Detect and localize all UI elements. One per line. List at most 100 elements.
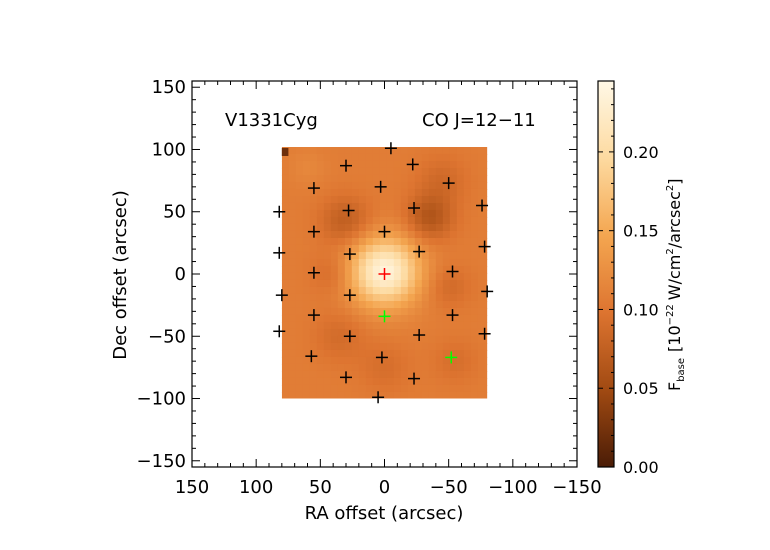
- heatmap-pixel: [414, 356, 423, 365]
- heatmap-pixel: [309, 202, 318, 211]
- heatmap-pixel: [414, 153, 423, 162]
- heatmap-pixel: [365, 384, 374, 393]
- heatmap-pixel: [477, 244, 486, 253]
- heatmap-pixel: [344, 244, 353, 253]
- heatmap-pixel: [463, 300, 472, 309]
- heatmap-pixel: [281, 321, 290, 330]
- heatmap-pixel: [379, 328, 388, 337]
- heatmap-pixel: [386, 300, 395, 309]
- heatmap-pixel: [421, 377, 430, 386]
- heatmap-pixel: [351, 188, 360, 197]
- heatmap-pixel: [449, 230, 458, 239]
- heatmap-pixel: [428, 160, 437, 169]
- heatmap-pixel: [470, 279, 479, 288]
- heatmap-pixel: [400, 223, 409, 232]
- pointing-marker: [342, 204, 355, 217]
- heatmap-pixel: [365, 174, 374, 183]
- heatmap-pixel: [316, 307, 325, 316]
- heatmap-pixel: [393, 251, 402, 260]
- heatmap-pixel: [421, 258, 430, 267]
- heatmap-pixel: [330, 314, 339, 323]
- heatmap-pixel: [358, 384, 367, 393]
- heatmap-pixel: [449, 237, 458, 246]
- heatmap-pixel: [295, 314, 304, 323]
- heatmap-pixel: [421, 286, 430, 295]
- heatmap-pixel: [456, 244, 465, 253]
- heatmap-pixel: [477, 181, 486, 190]
- heatmap-pixel: [351, 251, 360, 260]
- heatmap-pixel: [358, 307, 367, 316]
- heatmap-pixel: [337, 321, 346, 330]
- heatmap-pixel: [372, 251, 381, 260]
- pointing-marker: [378, 225, 391, 238]
- heatmap-pixel: [407, 307, 416, 316]
- heatmap-pixel: [344, 356, 353, 365]
- heatmap-pixel: [323, 244, 332, 253]
- heatmap-pixel: [456, 230, 465, 239]
- heatmap-pixel: [288, 188, 297, 197]
- heatmap-pixel: [470, 160, 479, 169]
- heatmap-pixel: [421, 321, 430, 330]
- heatmap-pixel: [358, 349, 367, 358]
- heatmap-pixel: [302, 321, 311, 330]
- heatmap-pixel: [316, 377, 325, 386]
- heatmap-pixel: [414, 167, 423, 176]
- heatmap-pixel: [463, 377, 472, 386]
- colorbar-title-unit-open: [10: [665, 325, 684, 352]
- heatmap-pixel: [365, 279, 374, 288]
- heatmap-pixel: [428, 202, 437, 211]
- heatmap-pixel: [309, 160, 318, 169]
- heatmap-pixel: [449, 223, 458, 232]
- heatmap-pixel: [463, 230, 472, 239]
- heatmap-pixel: [470, 188, 479, 197]
- heatmap-pixel: [365, 307, 374, 316]
- heatmap-pixel: [302, 251, 311, 260]
- heatmap-pixel: [400, 328, 409, 337]
- heatmap-pixel: [379, 335, 388, 344]
- heatmap-pixel: [442, 391, 451, 399]
- heatmap-pixel: [421, 342, 430, 351]
- heatmap-pixel: [442, 293, 451, 302]
- heatmap-pixel: [323, 335, 332, 344]
- heatmap-pixel: [365, 391, 374, 399]
- heatmap-pixel: [435, 188, 444, 197]
- heatmap-pixel: [372, 342, 381, 351]
- y-tick-label: 150: [152, 77, 186, 98]
- heatmap-pixel: [365, 188, 374, 197]
- heatmap-pixel: [407, 363, 416, 372]
- heatmap-pixel: [456, 188, 465, 197]
- heatmap-pixel: [449, 272, 458, 281]
- heatmap-pixel: [372, 335, 381, 344]
- x-tick-label: 150: [175, 477, 209, 498]
- colorbar-tick-label: 0.15: [623, 222, 659, 241]
- heatmap-pixel: [330, 321, 339, 330]
- heatmap-pixel: [372, 258, 381, 267]
- heatmap-pixel: [365, 349, 374, 358]
- heatmap-pixel: [477, 174, 486, 183]
- heatmap-pixel: [386, 279, 395, 288]
- heatmap-pixel: [407, 230, 416, 239]
- heatmap-pixel: [358, 230, 367, 239]
- heatmap-pixel: [288, 181, 297, 190]
- heatmap-pixel: [379, 272, 388, 281]
- heatmap-pixel: [379, 377, 388, 386]
- heatmap-pixel: [316, 153, 325, 162]
- heatmap-pixel: [358, 160, 367, 169]
- heatmap-pixel: [470, 223, 479, 232]
- heatmap-pixel: [484, 363, 488, 372]
- heatmap-pixel: [337, 272, 346, 281]
- heatmap-pixel: [281, 300, 290, 309]
- heatmap-pixel: [302, 356, 311, 365]
- heatmap-pixel: [435, 356, 444, 365]
- heatmap-pixel: [393, 265, 402, 274]
- heatmap-pixel: [344, 328, 353, 337]
- heatmap-pixel: [316, 300, 325, 309]
- heatmap-pixel: [463, 258, 472, 267]
- heatmap-pixel: [316, 188, 325, 197]
- pointing-marker: [442, 177, 455, 190]
- colorbar-tick-label: 0.05: [623, 379, 659, 398]
- heatmap-pixel: [428, 363, 437, 372]
- heatmap-pixel: [295, 244, 304, 253]
- heatmap-pixel: [400, 146, 409, 155]
- heatmap-pixel: [484, 342, 488, 351]
